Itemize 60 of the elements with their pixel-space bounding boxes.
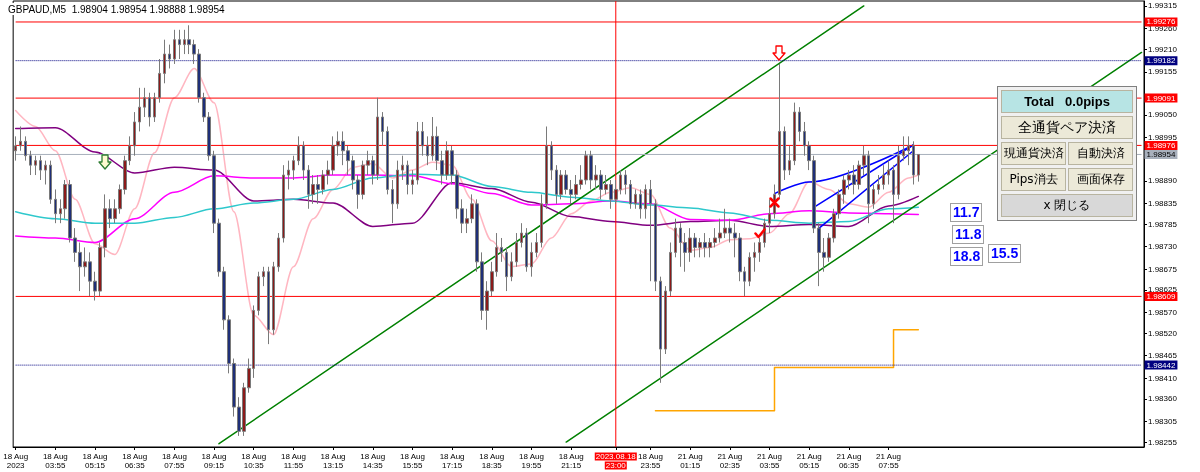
x-tick-label: 2023.08.18 23:00	[595, 452, 637, 470]
x-tick-label: 21 Aug 05:15	[796, 452, 822, 470]
y-tick-label: 1.98890	[1148, 176, 1178, 186]
ref-line-label: 1.99276	[1146, 17, 1176, 27]
ref-line-label: 1.98609	[1146, 291, 1176, 301]
y-tick-label: 1.98255	[1148, 437, 1178, 447]
button: Pips消去	[1001, 168, 1066, 191]
x-tick-label: 18 Aug 13:15	[320, 452, 346, 470]
x-tick-label: 18 Aug 05:15	[82, 452, 108, 470]
x-tick-label: 18 Aug 19:55	[519, 452, 544, 470]
annotation: 11.7	[950, 203, 983, 222]
y-tick-label: 1.99050	[1148, 110, 1178, 120]
x-tick-label: 21 Aug 03:55	[757, 452, 782, 470]
x-tick-label: 18 Aug 10:35	[241, 452, 267, 470]
x-tick-label: 18 Aug 23:55	[638, 452, 663, 470]
x-tick-label: 18 Aug 11:55	[280, 452, 306, 470]
ref-line-label: 1.98442	[1146, 360, 1176, 370]
ref-line-label: 1.98954	[1146, 149, 1176, 159]
button: x 閉じる	[1001, 194, 1133, 217]
button: 自動決済	[1068, 142, 1133, 165]
x-tick-label: 18 Aug 07:55	[161, 452, 187, 470]
annotation: 15.5	[988, 244, 1022, 263]
x-tick-label: 18 Aug 14:35	[360, 452, 386, 470]
ref-line-label: 1.98976	[1146, 140, 1176, 150]
x-tick-label: 18 Aug 17:15	[439, 452, 465, 470]
display-field: Total 0.0pips	[1001, 90, 1133, 113]
y-tick-label: 1.99155	[1148, 67, 1178, 77]
button: 現通貨決済	[1001, 142, 1066, 165]
annotation: 18.8	[950, 247, 984, 266]
x-tick-label: 21 Aug 02:35	[717, 452, 743, 470]
chart-title: GBPAUD,M5 1.98904 1.98954 1.98888 1.98954	[8, 3, 226, 15]
y-tick-label: 1.98835	[1148, 198, 1178, 208]
x-tick-label: 18 Aug 15:55	[399, 452, 425, 470]
y-tick-label: 1.98465	[1148, 351, 1178, 361]
x-tick-label: 21 Aug 07:55	[876, 452, 902, 470]
annotation: 11.8	[952, 225, 985, 244]
x-tick-label: 18 Aug 18:35	[479, 452, 505, 470]
x-tick-label: 21 Aug 06:35	[836, 452, 862, 470]
ref-line-label: 1.99091	[1146, 93, 1176, 103]
y-tick-label: 1.98785	[1148, 219, 1178, 229]
x-tick-label: 18 Aug 2023	[3, 452, 29, 470]
y-tick-label: 1.98675	[1148, 264, 1178, 274]
y-tick-label: 1.98410	[1148, 373, 1178, 383]
y-tick-label: 1.98730	[1148, 242, 1178, 252]
y-tick-label: 1.98305	[1148, 416, 1178, 426]
x-tick-label: 21 Aug 01:15	[677, 452, 703, 470]
y-tick-label: 1.98520	[1148, 328, 1178, 338]
y-tick-label: 1.99315	[1148, 1, 1178, 11]
x-tick-label: 18 Aug 09:15	[201, 452, 227, 470]
x-tick-label: 18 Aug 21:15	[558, 452, 584, 470]
ref-line-label: 1.99182	[1146, 56, 1176, 66]
button: 画面保存	[1068, 168, 1133, 191]
y-tick-label: 1.98995	[1148, 133, 1178, 143]
x-tick-label: 18 Aug 06:35	[122, 452, 148, 470]
y-tick-label: 1.99210	[1148, 44, 1178, 54]
x-tick-label: 18 Aug 03:55	[42, 452, 68, 470]
y-tick-label: 1.98360	[1148, 394, 1178, 404]
y-tick-label: 1.98570	[1148, 307, 1178, 317]
button: 全通貨ペア決済	[1001, 116, 1133, 139]
y-tick-label: 1.99260	[1148, 24, 1178, 34]
